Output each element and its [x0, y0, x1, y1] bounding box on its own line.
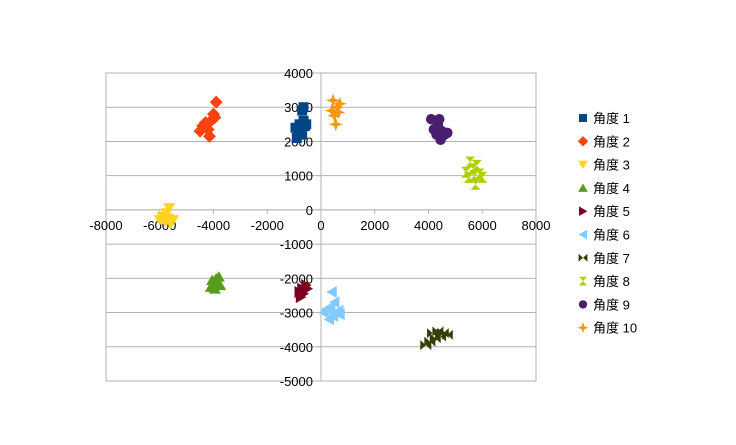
data-point: [470, 178, 481, 190]
data-point: [334, 308, 345, 321]
y-tick-label: 0: [306, 203, 313, 218]
series-3: [153, 203, 180, 230]
legend-swatch: [579, 206, 588, 216]
x-tick-label: 2000: [360, 218, 389, 233]
series-9: [425, 113, 453, 145]
data-point: [434, 113, 445, 125]
legend-swatch: [577, 136, 589, 147]
y-tick-label: 4000: [284, 66, 313, 81]
legend-item: 角度 8: [579, 274, 630, 289]
legend-swatch: [577, 322, 589, 334]
legend-swatch: [578, 253, 588, 262]
legend: 角度 1 角度 2 角度 3 角度 4 角度 5 角度 6 角度 7 角度 8 角度 9 角度 1…: [577, 111, 637, 336]
data-point: [326, 93, 341, 108]
legend-item: 角度 9: [578, 297, 630, 312]
legend-label: 角度 8: [593, 274, 630, 289]
series-2: [193, 95, 223, 143]
legend-label: 角度 5: [593, 204, 630, 219]
data-point: [324, 103, 339, 118]
data-point: [471, 159, 482, 171]
legend-item: 角度 4: [578, 181, 630, 196]
legend-swatch: [578, 160, 588, 169]
data-point: [477, 171, 488, 183]
legend-label: 角度 4: [593, 181, 630, 196]
legend-swatch: [578, 183, 588, 192]
legend-item: 角度 7: [578, 251, 630, 266]
x-tick-label: -8000: [89, 218, 122, 233]
y-tick-label: -4000: [280, 340, 313, 355]
data-point: [302, 282, 314, 295]
legend-label: 角度 9: [593, 297, 630, 312]
data-point: [441, 329, 453, 340]
data-point: [328, 117, 343, 132]
data-point: [291, 133, 302, 144]
data-point: [209, 95, 223, 109]
data-point: [167, 215, 180, 226]
series-6: [318, 286, 345, 326]
legend-label: 角度 7: [593, 251, 630, 266]
x-tick-label: 8000: [522, 218, 551, 233]
x-tick-label: 4000: [414, 218, 443, 233]
data-point: [208, 110, 222, 124]
data-point: [328, 296, 340, 309]
legend-label: 角度 1: [593, 111, 630, 126]
y-tick-label: -1000: [280, 237, 313, 252]
legend-label: 角度 2: [593, 134, 630, 149]
y-tick-label: -5000: [280, 374, 313, 389]
data-point: [297, 129, 308, 140]
series-1: [290, 102, 312, 144]
series-4: [204, 271, 227, 294]
legend-label: 角度 6: [593, 228, 630, 243]
legend-item: 角度 5: [579, 204, 630, 219]
legend-item: 角度 3: [578, 158, 630, 173]
axes: [105, 72, 537, 382]
data-point: [212, 271, 225, 282]
series-10: [324, 93, 347, 132]
data-point: [208, 283, 221, 294]
legend-item: 角度 2: [577, 134, 630, 149]
legend-item: 角度 6: [578, 228, 630, 243]
data-point: [331, 105, 346, 120]
series-8: [461, 156, 488, 190]
legend-item: 角度 10: [577, 321, 637, 336]
legend-swatch: [578, 229, 587, 240]
legend-swatch: [579, 276, 587, 286]
data-point: [327, 108, 342, 123]
x-tick-label: -2000: [251, 218, 284, 233]
data-point: [332, 96, 347, 111]
legend-swatch: [579, 114, 587, 122]
series-5: [294, 279, 314, 304]
data-point: [163, 203, 176, 214]
legend-item: 角度 1: [579, 111, 630, 126]
data-point: [326, 286, 337, 299]
legend-swatch: [578, 300, 588, 309]
x-tick-label: 6000: [468, 218, 497, 233]
data-point: [330, 100, 345, 115]
x-tick-label: -4000: [197, 218, 230, 233]
legend-label: 角度 10: [593, 321, 637, 336]
y-tick-label: 1000: [284, 169, 313, 184]
series-7: [420, 326, 453, 351]
data-point: [442, 127, 453, 139]
data-point: [214, 279, 227, 291]
legend-label: 角度 3: [593, 158, 630, 173]
data-point: [298, 102, 309, 113]
y-tick-label: -3000: [280, 306, 313, 321]
x-tick-label: 0: [317, 218, 324, 233]
data-point: [301, 119, 312, 130]
data-point: [202, 129, 216, 143]
data-points: [153, 93, 488, 351]
y-tick-labels: 40003000200010000-1000-2000-3000-4000-50…: [280, 66, 313, 389]
